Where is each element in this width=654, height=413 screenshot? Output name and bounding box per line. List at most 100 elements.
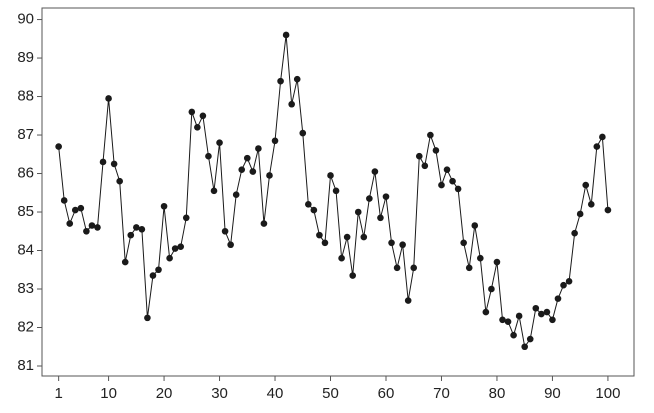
data-point <box>538 310 545 318</box>
data-point <box>599 133 606 141</box>
data-point <box>360 233 368 241</box>
x-tick-label: 1 <box>54 385 62 402</box>
data-point <box>393 264 401 272</box>
data-point <box>205 152 212 160</box>
data-point <box>243 154 251 162</box>
data-point <box>177 243 185 250</box>
data-point <box>266 172 273 179</box>
data-point <box>216 139 223 147</box>
data-point <box>526 335 534 343</box>
y-tick-label: 85 <box>17 203 34 220</box>
y-tick-label: 87 <box>17 126 34 143</box>
data-point <box>415 152 423 160</box>
data-point <box>210 187 218 195</box>
data-point <box>421 162 429 170</box>
data-point <box>133 224 140 231</box>
data-point <box>515 312 523 320</box>
data-point <box>399 241 406 249</box>
data-point <box>488 285 495 293</box>
data-point <box>83 227 90 235</box>
data-point <box>116 177 123 185</box>
data-point <box>510 331 517 339</box>
data-point <box>454 185 462 193</box>
data-point <box>604 206 612 214</box>
data-point <box>388 239 395 247</box>
data-point <box>194 124 201 131</box>
data-point <box>554 295 562 302</box>
plot-frame <box>41 7 635 377</box>
y-tick-label: 83 <box>17 280 34 297</box>
data-point <box>560 281 567 289</box>
data-point <box>338 254 345 262</box>
x-tick-label: 50 <box>322 385 339 402</box>
data-point <box>576 210 584 218</box>
x-tick-label: 60 <box>378 385 395 402</box>
data-point <box>327 172 334 179</box>
x-tick-label: 100 <box>595 385 620 402</box>
data-point <box>160 202 168 210</box>
y-tick-label: 81 <box>17 357 34 374</box>
data-point <box>277 77 284 85</box>
data-point <box>565 278 573 285</box>
x-tick-label: 90 <box>544 385 561 402</box>
data-point <box>427 131 434 139</box>
data-point <box>88 222 96 229</box>
data-point <box>410 264 418 272</box>
data-point <box>482 308 490 316</box>
data-point <box>366 195 373 202</box>
data-point <box>571 229 578 237</box>
data-point <box>232 191 240 198</box>
data-point <box>127 231 135 239</box>
data-point <box>299 129 307 137</box>
y-tick-label: 89 <box>17 49 34 66</box>
data-point <box>55 143 62 150</box>
x-tick-label: 10 <box>100 385 117 402</box>
data-point <box>293 75 301 83</box>
data-point <box>404 297 412 304</box>
y-tick-label: 82 <box>17 318 34 335</box>
data-point <box>316 231 323 239</box>
data-point <box>582 181 590 189</box>
data-point <box>221 227 229 235</box>
data-point <box>382 193 390 200</box>
data-point <box>443 166 451 173</box>
data-point <box>255 145 262 152</box>
data-point <box>188 108 196 116</box>
data-point <box>249 168 257 175</box>
data-point <box>432 147 440 154</box>
x-tick-label: 70 <box>433 385 450 402</box>
y-tick-label: 88 <box>17 88 34 105</box>
data-point <box>110 160 118 168</box>
data-point <box>460 239 467 247</box>
data-point <box>587 201 595 208</box>
data-point <box>493 258 501 266</box>
data-point <box>138 226 146 233</box>
data-point <box>354 208 362 216</box>
data-point <box>593 143 601 150</box>
data-point <box>94 224 101 231</box>
data-point <box>477 254 484 262</box>
data-point <box>438 181 445 189</box>
data-point <box>288 100 295 108</box>
data-point <box>60 197 68 204</box>
data-line <box>58 34 609 348</box>
data-point <box>471 222 479 229</box>
data-point <box>199 112 207 120</box>
x-tick-label: 40 <box>267 385 284 402</box>
data-point <box>71 206 79 214</box>
data-point <box>305 201 312 208</box>
data-point <box>227 241 234 249</box>
data-point <box>371 168 379 175</box>
data-point <box>282 31 290 39</box>
data-point <box>321 239 329 247</box>
data-point <box>521 343 528 351</box>
x-tick-label: 80 <box>489 385 506 402</box>
data-point <box>171 245 179 252</box>
data-point <box>543 308 551 316</box>
data-point <box>66 220 74 227</box>
data-point <box>499 316 506 324</box>
data-point <box>310 206 318 214</box>
data-point <box>343 233 351 241</box>
x-tick-label: 20 <box>156 385 173 402</box>
